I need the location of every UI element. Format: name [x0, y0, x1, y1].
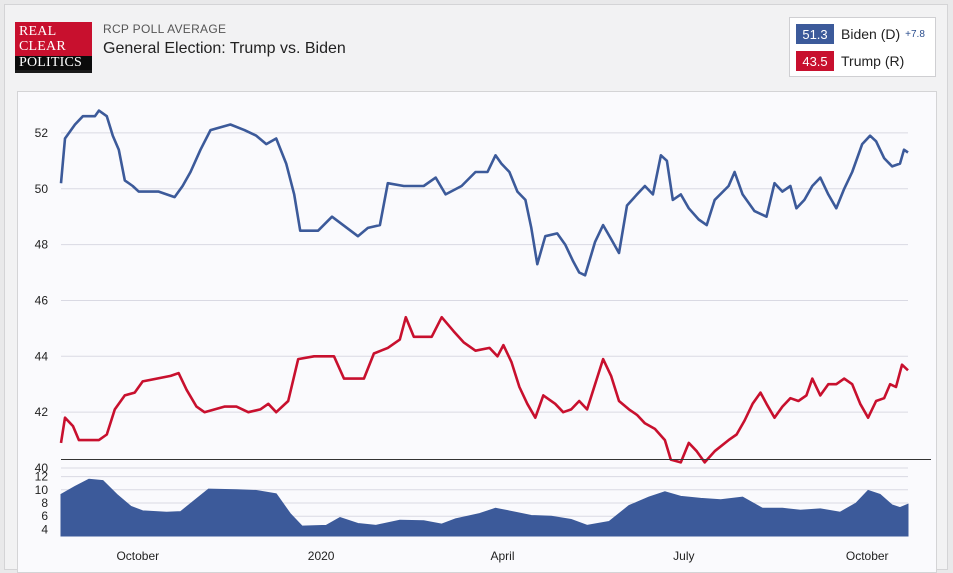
- legend: 51.3 Biden (D) +7.8 43.5 Trump (R): [789, 17, 936, 77]
- chart-title: General Election: Trump vs. Biden: [103, 40, 346, 57]
- x-tick-label-0: October: [116, 549, 159, 563]
- legend-value-trump: 43.5: [796, 51, 834, 71]
- rcp-logo[interactable]: REAL CLEAR POLITICS: [15, 22, 92, 73]
- y-tick-label-44: 44: [35, 349, 49, 363]
- legend-item-trump[interactable]: 43.5 Trump (R): [796, 51, 904, 71]
- y-tick-label-48: 48: [35, 238, 49, 252]
- legend-name-trump: Trump (R): [841, 53, 905, 69]
- legend-value-biden: 51.3: [796, 24, 834, 44]
- chart-area: 40 42 44 46 48 50 52 4 6 8 10 12 October 2020 April Jul…: [17, 91, 937, 573]
- x-tick-label-1: 2020: [308, 549, 335, 563]
- y-tick-label-46: 46: [35, 293, 49, 307]
- series-line-trump: [59, 315, 909, 464]
- y-tick-label-42: 42: [35, 405, 49, 419]
- legend-spread: +7.8: [905, 28, 925, 40]
- poll-average-label: RCP POLL AVERAGE: [103, 22, 227, 36]
- spread-area: [60, 478, 909, 537]
- spread-tick-label-4: 4: [41, 522, 48, 536]
- logo-line-2: CLEAR: [19, 39, 66, 54]
- logo-red-block: [15, 22, 92, 56]
- spread-tick-label-10: 10: [35, 483, 49, 497]
- x-tick-label-4: October: [846, 549, 889, 563]
- legend-name-biden: Biden (D): [841, 26, 901, 42]
- logo-line-3: POLITICS: [19, 55, 83, 70]
- spread-tick-label-6: 6: [41, 509, 48, 523]
- y-tick-label-50: 50: [35, 182, 49, 196]
- x-tick-label-2: April: [490, 549, 514, 563]
- x-tick-label-3: July: [673, 549, 694, 563]
- logo-line-1: REAL: [19, 24, 57, 39]
- y-tick-label-52: 52: [35, 126, 49, 140]
- y-tick-label-40: 40: [35, 461, 49, 475]
- spread-tick-label-12: 12: [35, 470, 49, 484]
- spread-tick-label-8: 8: [41, 496, 48, 510]
- legend-item-biden[interactable]: 51.3 Biden (D) +7.8: [796, 24, 925, 44]
- series-line-biden: [59, 109, 909, 277]
